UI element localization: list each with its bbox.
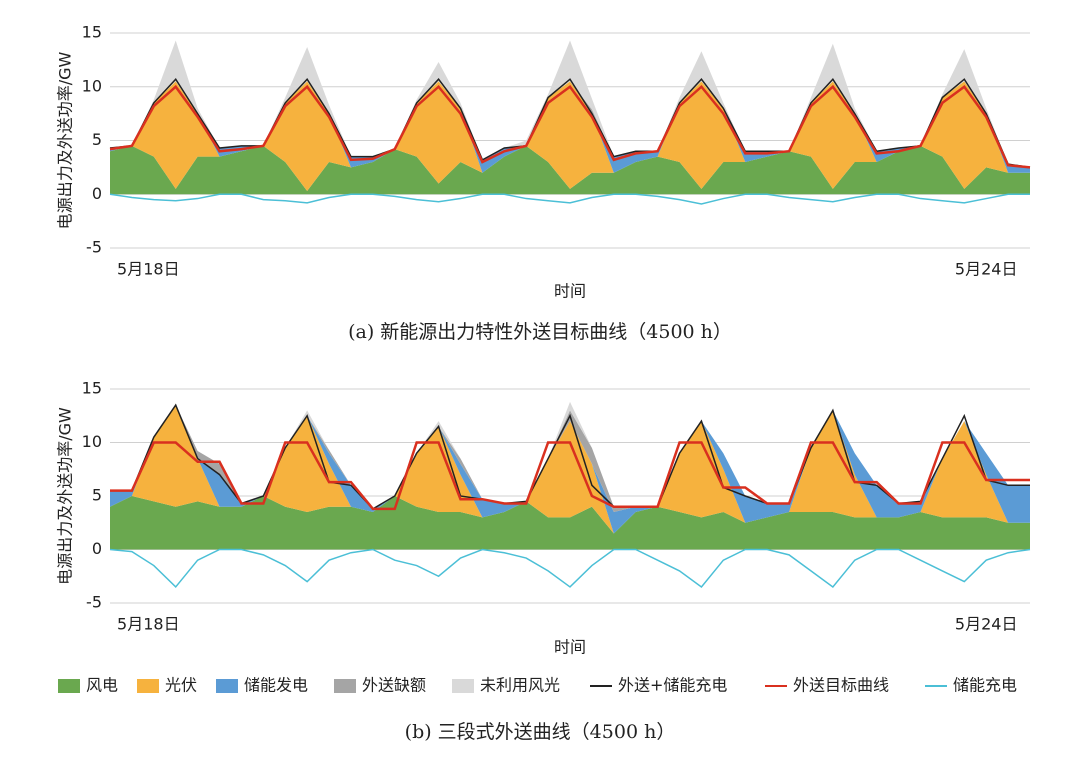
y-tick-label: 0 xyxy=(92,184,102,203)
line xyxy=(110,403,1030,510)
y-tick-label: -5 xyxy=(86,238,102,257)
legend-swatch xyxy=(452,679,474,693)
legend-label: 外送+储能充电 xyxy=(618,676,727,695)
y-axis-label: 电源出力及外送功率/GW xyxy=(56,52,75,230)
legend-label: 储能充电 xyxy=(953,676,1017,695)
y-axis-label: 电源出力及外送功率/GW xyxy=(56,407,75,585)
y-tick-label: 0 xyxy=(92,539,102,558)
y-tick-label: 5 xyxy=(92,130,102,149)
line xyxy=(110,441,1030,511)
y-tick-label: -5 xyxy=(86,593,102,612)
y-tick-label: 10 xyxy=(82,432,102,451)
y-tick-label: 10 xyxy=(82,76,102,95)
x-tick-label: 5月18日 xyxy=(117,615,180,634)
x-tick-label: 5月18日 xyxy=(117,260,180,279)
y-tick-label: 15 xyxy=(82,379,102,398)
area xyxy=(110,496,1030,550)
line xyxy=(109,548,1031,589)
line xyxy=(109,193,1030,205)
legend-label: 风电 xyxy=(86,676,118,695)
legend-label: 外送缺额 xyxy=(362,676,426,695)
legend-swatch xyxy=(58,679,80,693)
legend-swatch xyxy=(216,679,238,693)
area xyxy=(110,405,1030,534)
legend-swatch xyxy=(334,679,356,693)
y-tick-label: 5 xyxy=(92,486,102,505)
area xyxy=(110,81,1030,192)
line xyxy=(109,84,1031,169)
caption: (b) 三段式外送曲线（4500 h） xyxy=(405,721,676,743)
legend-label: 未利用风光 xyxy=(480,676,560,695)
x-axis-label: 时间 xyxy=(554,282,586,301)
caption: (a) 新能源出力特性外送目标曲线（4500 h） xyxy=(348,321,732,343)
y-tick-label: 15 xyxy=(82,23,102,42)
legend-label: 储能发电 xyxy=(244,676,308,695)
x-tick-label: 5月24日 xyxy=(955,615,1018,634)
x-tick-label: 5月24日 xyxy=(955,260,1018,279)
legend-label: 光伏 xyxy=(165,676,197,695)
x-axis-label: 时间 xyxy=(554,638,586,657)
area xyxy=(110,145,1030,195)
legend-swatch xyxy=(137,679,159,693)
area xyxy=(110,40,1030,168)
legend-label: 外送目标曲线 xyxy=(793,676,889,695)
